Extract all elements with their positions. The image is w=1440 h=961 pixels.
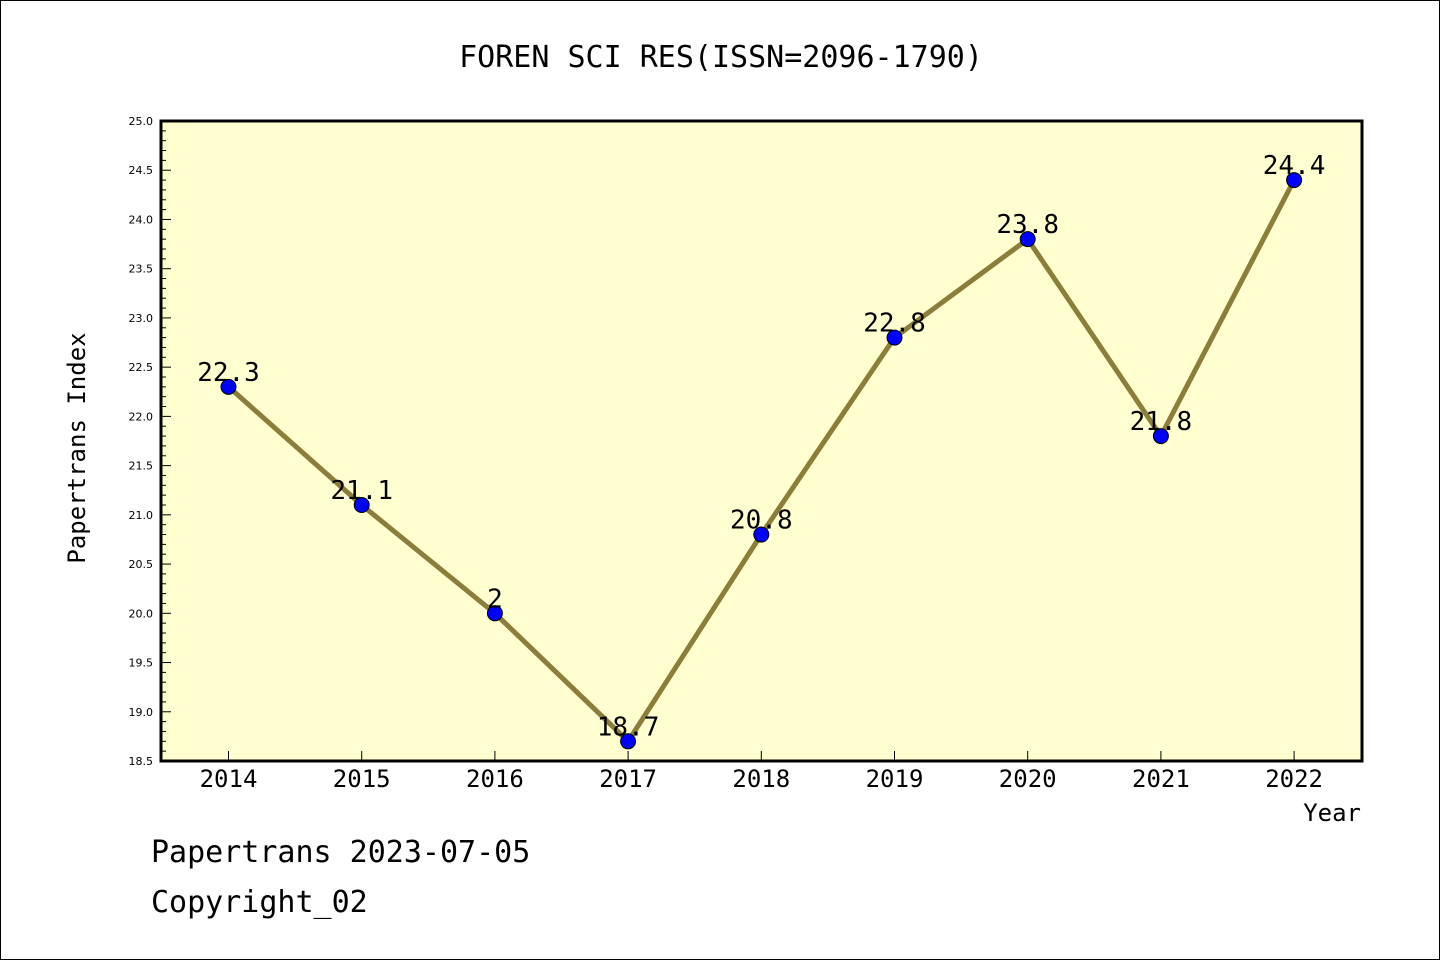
y-tick-label: 24.5: [129, 164, 154, 177]
y-tick-label: 23.0: [129, 312, 154, 325]
x-tick-label: 2019: [866, 765, 924, 793]
y-tick-label: 22.5: [129, 361, 154, 374]
data-point: [886, 329, 903, 346]
y-tick-label: 20.5: [129, 558, 154, 571]
x-axis-ticks: 2014 2015 2016 2017 2018 2019 2020 2021 2022: [200, 751, 1323, 793]
data-point: [1286, 172, 1303, 189]
y-tick-label: 23.5: [129, 263, 154, 276]
data-label: 20.8: [730, 506, 793, 536]
y-tick-label: 21.0: [129, 509, 154, 522]
x-tick-label: 2022: [1265, 765, 1323, 793]
x-tick-label: 2018: [732, 765, 790, 793]
data-point: [1019, 231, 1036, 248]
y-tick-label: 20.0: [129, 607, 154, 620]
x-tick-label: 2021: [1132, 765, 1190, 793]
y-tick-label: 24.0: [129, 213, 154, 226]
y-axis-label: Papertrans Index: [63, 332, 91, 563]
data-label: 2: [487, 584, 503, 614]
footer-date: Papertrans 2023-07-05: [151, 835, 531, 870]
chart-title: FOREN SCI RES(ISSN=2096-1790): [459, 40, 983, 75]
footer-copyright: Copyright_02: [151, 885, 368, 920]
x-tick-label: 2020: [999, 765, 1057, 793]
y-tick-label: 18.5: [129, 755, 154, 768]
data-point: [1152, 428, 1169, 445]
y-tick-label: 19.5: [129, 657, 154, 670]
marker-layer: [220, 172, 1303, 750]
x-axis-label: Year: [1303, 799, 1361, 827]
plot-area: [159, 119, 1364, 763]
data-point: [620, 733, 637, 750]
data-point: [220, 378, 237, 395]
y-axis-ticks: 18.5 19.0 19.5 20.0 20.5 21.0 21.5 22.0 22.5 23.0…: [129, 115, 171, 768]
data-label: 22.3: [197, 358, 260, 388]
data-label: 24.4: [1263, 151, 1326, 181]
data-point: [486, 605, 503, 622]
y-tick-label: 25.0: [129, 115, 154, 128]
data-label: 22.8: [863, 309, 926, 339]
x-tick-label: 2015: [333, 765, 391, 793]
y-tick-label: 19.0: [129, 706, 154, 719]
data-label: 21.1: [330, 476, 393, 506]
data-label-layer: 22.3 21.1 2 18.7 20.8 22.8 23.8 21.8 24.4: [197, 151, 1325, 742]
data-point: [353, 497, 370, 513]
data-label: 23.8: [996, 210, 1059, 240]
x-tick-label: 2017: [599, 765, 657, 793]
x-tick-label: 2016: [466, 765, 524, 793]
data-point: [753, 526, 770, 543]
x-tick-label: 2014: [200, 765, 258, 793]
data-label: 21.8: [1130, 407, 1193, 437]
y-tick-label: 21.5: [129, 460, 154, 473]
data-label: 18.7: [597, 712, 660, 742]
y-tick-label: 22.0: [129, 410, 154, 423]
